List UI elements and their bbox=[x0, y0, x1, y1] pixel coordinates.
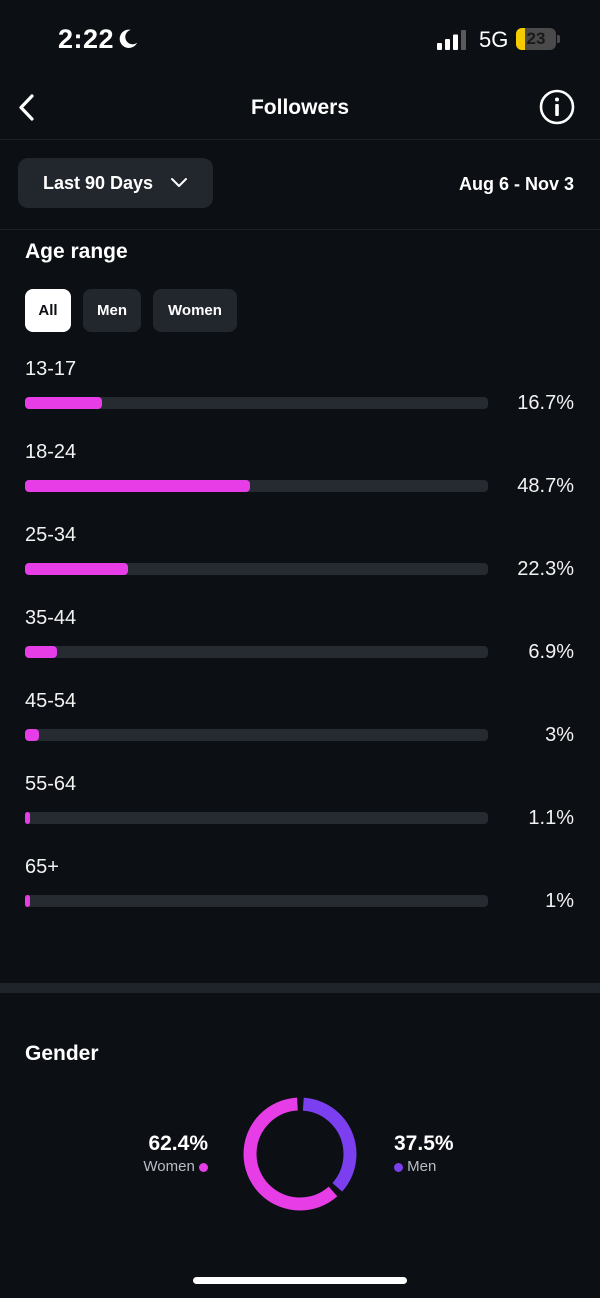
age-value: 1.1% bbox=[528, 807, 574, 829]
age-bar-track bbox=[25, 729, 488, 741]
moon-icon bbox=[119, 29, 138, 48]
gender-donut-chart bbox=[243, 1097, 357, 1211]
info-icon[interactable] bbox=[538, 88, 576, 126]
gender-title: Gender bbox=[25, 1042, 99, 1065]
age-bar-fill bbox=[25, 812, 31, 824]
age-label: 35-44 bbox=[25, 607, 77, 629]
age-bar-track bbox=[25, 646, 488, 658]
battery-fill bbox=[516, 28, 526, 50]
age-label: 55-64 bbox=[25, 773, 77, 795]
age-range-title: Age range bbox=[25, 240, 128, 263]
page-title: Followers bbox=[250, 96, 350, 119]
battery-level: 23 bbox=[526, 29, 546, 48]
gender-women-label: Women bbox=[143, 1158, 195, 1175]
home-indicator[interactable] bbox=[193, 1277, 407, 1284]
nav-header: Followers bbox=[0, 80, 600, 140]
age-bar-fill bbox=[25, 729, 39, 741]
filter-row: Last 90 Days Aug 6 - Nov 3 bbox=[0, 140, 600, 230]
age-bar-track bbox=[25, 480, 488, 492]
age-row-25-34: 25-34 22.3% bbox=[0, 524, 600, 604]
status-bar: 2:22 5G 23 bbox=[0, 0, 600, 80]
segment-men-button[interactable]: Men bbox=[83, 289, 141, 332]
battery-icon: 23 bbox=[516, 28, 560, 50]
status-time: 2:22 bbox=[58, 24, 115, 54]
chevron-down-icon bbox=[171, 178, 187, 187]
age-row-45-54: 45-54 3% bbox=[0, 690, 600, 770]
date-range-dropdown-label: Last 90 Days bbox=[43, 173, 154, 193]
age-value: 3% bbox=[545, 724, 574, 746]
gender-men-percent: 37.5% bbox=[394, 1132, 454, 1155]
age-label: 13-17 bbox=[25, 358, 77, 380]
age-label: 25-34 bbox=[25, 524, 77, 546]
age-label: 65+ bbox=[25, 856, 59, 878]
age-row-65-plus: 65+ 1% bbox=[0, 856, 600, 936]
age-row-18-24: 18-24 48.7% bbox=[0, 441, 600, 521]
date-range-dropdown[interactable]: Last 90 Days bbox=[18, 158, 213, 208]
age-bar-track bbox=[25, 812, 488, 824]
network-type: 5G bbox=[479, 27, 509, 52]
gender-women-percent: 62.4% bbox=[148, 1132, 208, 1155]
age-value: 22.3% bbox=[517, 558, 574, 580]
men-legend-dot bbox=[394, 1162, 403, 1172]
age-bar-track bbox=[25, 397, 488, 409]
age-value: 1% bbox=[545, 890, 574, 912]
age-bar-fill bbox=[25, 397, 103, 409]
segment-all-button[interactable]: All bbox=[25, 289, 71, 332]
donut-slice-men bbox=[243, 1097, 357, 1211]
gender-men-legend: Men bbox=[394, 1158, 454, 1175]
date-range-text: Aug 6 - Nov 3 bbox=[458, 174, 574, 194]
women-legend-dot bbox=[199, 1162, 208, 1172]
gender-men-label: Men bbox=[407, 1158, 437, 1175]
age-bar-track bbox=[25, 563, 488, 575]
segment-women-button[interactable]: Women bbox=[153, 289, 237, 332]
age-bar-track bbox=[25, 895, 488, 907]
gender-women-legend: Women bbox=[136, 1158, 208, 1175]
age-bar-fill bbox=[25, 480, 251, 492]
age-value: 6.9% bbox=[528, 641, 574, 663]
cellular-signal-icon bbox=[437, 30, 466, 50]
age-bar-fill bbox=[25, 646, 57, 658]
donut-slice-women bbox=[243, 1097, 357, 1211]
gender-men-stat: 37.5% Men bbox=[394, 1132, 454, 1175]
age-value: 48.7% bbox=[517, 475, 574, 497]
age-row-35-44: 35-44 6.9% bbox=[0, 607, 600, 687]
age-row-55-64: 55-64 1.1% bbox=[0, 773, 600, 853]
age-bar-fill bbox=[25, 895, 30, 907]
age-label: 18-24 bbox=[25, 441, 77, 463]
age-label: 45-54 bbox=[25, 690, 77, 712]
age-value: 16.7% bbox=[517, 392, 574, 414]
chevron-left-icon[interactable] bbox=[10, 88, 50, 128]
age-bar-fill bbox=[25, 563, 129, 575]
section-divider bbox=[0, 983, 600, 993]
age-row-13-17: 13-17 16.7% bbox=[0, 358, 600, 438]
gender-women-stat: 62.4% Women bbox=[136, 1132, 208, 1175]
